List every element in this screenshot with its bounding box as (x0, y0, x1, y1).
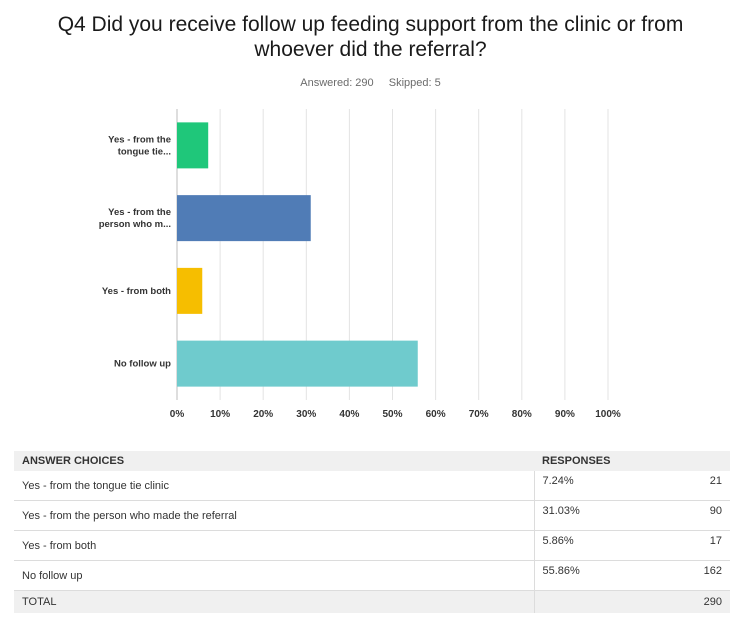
total-row: TOTAL 290 (14, 590, 730, 613)
response-count: 90 (646, 500, 730, 531)
question-title-line1: Q4 Did you receive follow up feeding sup… (57, 13, 684, 36)
x-tick-label: 20% (253, 409, 273, 420)
total-label: TOTAL (14, 590, 534, 613)
bar (177, 340, 418, 387)
responses-table: ANSWER CHOICES RESPONSES Yes - from the … (14, 451, 730, 613)
bar (177, 122, 209, 169)
bar-chart: 0% 10% 20% 30% 40% 50% 60% 70% 80% 90% 100% Yes - f… (99, 109, 621, 420)
bar (177, 195, 311, 242)
response-percent: 55.86% (533, 560, 646, 591)
response-count: 162 (646, 560, 730, 591)
table-header-row: ANSWER CHOICES RESPONSES (14, 451, 730, 471)
category-label: tongue tie... (118, 146, 171, 157)
category-label: Yes - from both (102, 286, 171, 297)
table-row: No follow up 55.86% 162 (14, 560, 730, 591)
x-tick-label: 30% (296, 409, 316, 420)
table-row: Yes - from the tongue tie clinic 7.24% 2… (14, 471, 730, 501)
x-tick-label: 80% (512, 409, 532, 420)
x-tick-label: 40% (339, 409, 359, 420)
answered-count: Answered: 290 (300, 77, 374, 89)
answer-choice: Yes - from both (14, 530, 534, 561)
total-percent (533, 590, 646, 613)
response-percent: 31.03% (533, 500, 646, 531)
question-title-line2: whoever did the referral? (254, 38, 487, 61)
category-label: Yes - from the (108, 207, 171, 218)
x-tick-label: 90% (555, 409, 575, 420)
category-label: Yes - from the (108, 134, 171, 145)
x-tick-label: 100% (595, 409, 621, 420)
x-tick-label: 60% (426, 409, 446, 420)
response-count: 17 (646, 530, 730, 561)
skipped-count: Skipped: 5 (388, 77, 441, 89)
answer-choice: No follow up (14, 560, 534, 591)
response-percent: 5.86% (533, 530, 646, 561)
category-label: No follow up (114, 359, 171, 370)
responses-header: RESPONSES (534, 451, 730, 471)
answer-choice: Yes - from the person who made the refer… (14, 500, 534, 531)
total-count: 290 (646, 590, 730, 613)
question-title: Q4 Did you receive follow up feeding sup… (0, 12, 741, 62)
answer-choice: Yes - from the tongue tie clinic (14, 471, 534, 501)
bar (177, 267, 203, 314)
response-percent: 7.24% (533, 471, 646, 501)
x-tick-label: 70% (469, 409, 489, 420)
x-tick-label: 0% (170, 409, 185, 420)
response-count: 21 (646, 471, 730, 501)
category-label: person who m... (99, 219, 171, 230)
table-row: Yes - from both 5.86% 17 (14, 530, 730, 561)
x-tick-label: 10% (210, 409, 230, 420)
answer-choices-header: ANSWER CHOICES (14, 451, 534, 471)
table-row: Yes - from the person who made the refer… (14, 500, 730, 531)
response-summary: Answered: 290 Skipped: 5 (0, 77, 741, 89)
x-tick-label: 50% (382, 409, 402, 420)
